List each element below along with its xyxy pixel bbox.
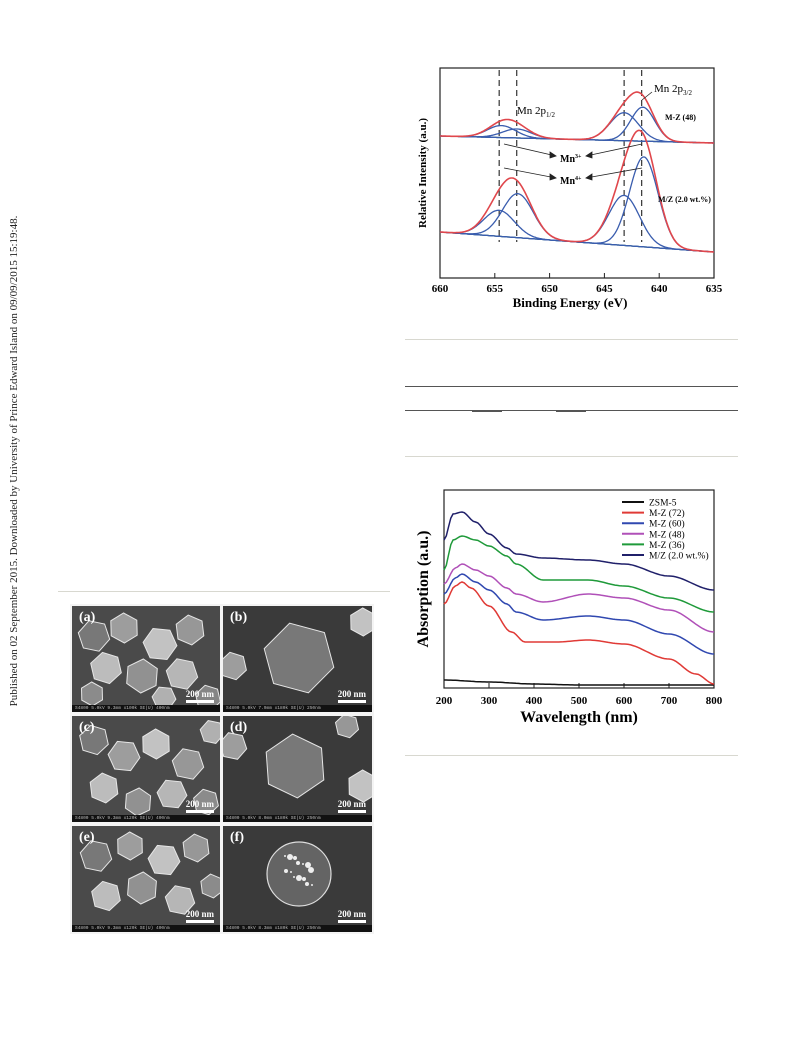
sem-image — [223, 716, 372, 822]
divider — [405, 456, 738, 457]
uv-x-tick-label: 500 — [571, 695, 588, 707]
sem-metadata: S4800 5.0kV 9.3mm x120k SE(U) 400nm — [72, 815, 220, 822]
peak-label-mn2p32: Mn 2p3/2 — [654, 83, 692, 97]
sem-panel-a: (a) 200 nm S4800 5.0kV 9.3mm x100k SE(U) 4… — [72, 606, 220, 712]
uv-series-line — [443, 535, 715, 613]
ion-arrows — [503, 143, 643, 181]
xps-x-axis-label: Binding Energy (eV) — [513, 295, 628, 310]
uv-curves — [443, 511, 715, 686]
uv-x-tick-label: 200 — [436, 695, 453, 707]
sem-image — [223, 606, 372, 712]
sem-metadata: S4800 5.0kV 7.9mm x180k SE(U) 250nm — [223, 705, 372, 712]
xps-x-ticks: 660 655 650 645 640 635 — [432, 273, 723, 295]
ion-label-mn4: Mn4+ — [560, 176, 582, 187]
sem-panel-e: (e) 200 nm S4800 5.0kV 9.3mm x120k SE(U) 4… — [72, 826, 220, 932]
xps-mz2-component — [439, 209, 715, 253]
uv-legend-label: M-Z (36) — [649, 540, 685, 551]
sem-scale-bar: 200 nm — [185, 909, 214, 923]
xps-x-tick-label: 635 — [706, 283, 723, 295]
sem-panel-f: (f) 200 nm S4800 5.0kV 8.3mm x180k SE(U) 2… — [223, 826, 372, 932]
peak-label-arrow — [641, 91, 653, 101]
table-rule-mark — [556, 410, 586, 412]
uv-legend-label: ZSM-5 — [649, 499, 677, 509]
sem-image — [72, 826, 220, 932]
sem-metadata: S4800 5.0kV 8.3mm x180k SE(U) 250nm — [223, 925, 372, 932]
sem-scale-bar: 200 nm — [337, 799, 366, 813]
xps-plot-frame — [439, 67, 715, 279]
publication-sidebar: Published on 02 September 2015. Download… — [4, 0, 26, 1039]
sem-panel-label: (c) — [79, 720, 95, 735]
xps-y-axis-label: Relative Intensity (a.u.) — [417, 118, 429, 228]
uv-series-line — [443, 581, 715, 685]
sem-panel-label: (d) — [230, 720, 248, 735]
sem-image — [72, 606, 220, 712]
uv-y-axis-label: Absorption (a.u.) — [415, 531, 432, 648]
xps-x-tick-label: 650 — [541, 283, 558, 295]
xps-curves — [439, 91, 715, 253]
table-rule-mark — [472, 410, 502, 412]
sem-scale-bar: 200 nm — [337, 689, 366, 703]
uv-legend: ZSM-5M-Z (72)M-Z (60)M-Z (48)M-Z (36)M/Z… — [622, 499, 709, 562]
uv-x-axis-label: Wavelength (nm) — [520, 709, 638, 726]
sem-scale-bar: 200 nm — [185, 799, 214, 813]
uv-x-ticks: 200 300 400 500 600 700 800 — [436, 683, 723, 707]
sem-panel-label: (e) — [79, 830, 95, 845]
xps-mz2-envelope — [439, 129, 715, 253]
series-label-mz48: M-Z (48) — [665, 113, 696, 122]
uv-series-line — [443, 573, 715, 655]
divider — [405, 755, 738, 756]
ion-label-mn3: Mn3+ — [560, 154, 582, 165]
sem-image — [223, 826, 372, 932]
sem-panel-d: (d) 200 nm S4800 5.0kV 8.0mm x180k SE(U) 2… — [223, 716, 372, 822]
sem-panel-c: (c) 200 nm S4800 5.0kV 9.3mm x120k SE(U) 4… — [72, 716, 220, 822]
sem-panel-label: (f) — [230, 830, 244, 845]
table-rule-top — [405, 386, 738, 387]
sem-panel-b: (b) 200 nm S4800 5.0kV 7.9mm x180k SE(U) 2… — [223, 606, 372, 712]
uv-legend-label: M-Z (48) — [649, 529, 685, 540]
sem-figure: (a) 200 nm S4800 5.0kV 9.3mm x100k SE(U) 4… — [70, 604, 374, 934]
xps-x-tick-label: 655 — [487, 283, 504, 295]
peak-label-mn2p12: Mn 2p1/2 — [517, 105, 555, 119]
xps-mz48-envelope — [440, 91, 714, 144]
series-label-mz2: M/Z (2.0 wt.%) — [658, 195, 711, 204]
sem-metadata: S4800 5.0kV 9.3mm x100k SE(U) 400nm — [72, 705, 220, 712]
xps-x-tick-label: 660 — [432, 283, 449, 295]
uv-series-line — [443, 511, 715, 591]
uv-vis-chart: 200 300 400 500 600 700 800 ZSM-5M-Z (72)M-Z (… — [415, 489, 723, 726]
sem-panel-label: (a) — [79, 610, 96, 625]
uv-legend-label: M-Z (72) — [649, 508, 685, 519]
uv-x-tick-label: 800 — [706, 695, 723, 707]
sem-panel-label: (b) — [230, 610, 248, 625]
uv-x-tick-label: 400 — [526, 695, 543, 707]
xps-dashed-lines — [498, 70, 643, 242]
divider — [405, 339, 738, 340]
publication-note: Published on 02 September 2015. Download… — [8, 215, 20, 707]
divider — [58, 591, 390, 592]
uv-series-line — [444, 679, 714, 686]
uv-x-tick-label: 600 — [616, 695, 633, 707]
sem-scale-bar: 200 nm — [337, 909, 366, 923]
uv-x-tick-label: 700 — [661, 695, 678, 707]
xps-x-tick-label: 640 — [651, 283, 668, 295]
uv-legend-label: M-Z (60) — [649, 519, 685, 530]
xps-chart: 660 655 650 645 640 635 Mn 2p1/2 Mn 2p3/2 Mn3… — [417, 67, 723, 310]
sem-metadata: S4800 5.0kV 9.3mm x120k SE(U) 400nm — [72, 925, 220, 932]
uv-legend-label: M/Z (2.0 wt.%) — [649, 551, 709, 562]
uv-x-tick-label: 300 — [481, 695, 498, 707]
uv-series-line — [443, 563, 715, 633]
sem-metadata: S4800 5.0kV 8.0mm x180k SE(U) 250nm — [223, 815, 372, 822]
sem-image — [72, 716, 220, 822]
sem-scale-bar: 200 nm — [185, 689, 214, 703]
xps-x-tick-label: 645 — [596, 283, 613, 295]
